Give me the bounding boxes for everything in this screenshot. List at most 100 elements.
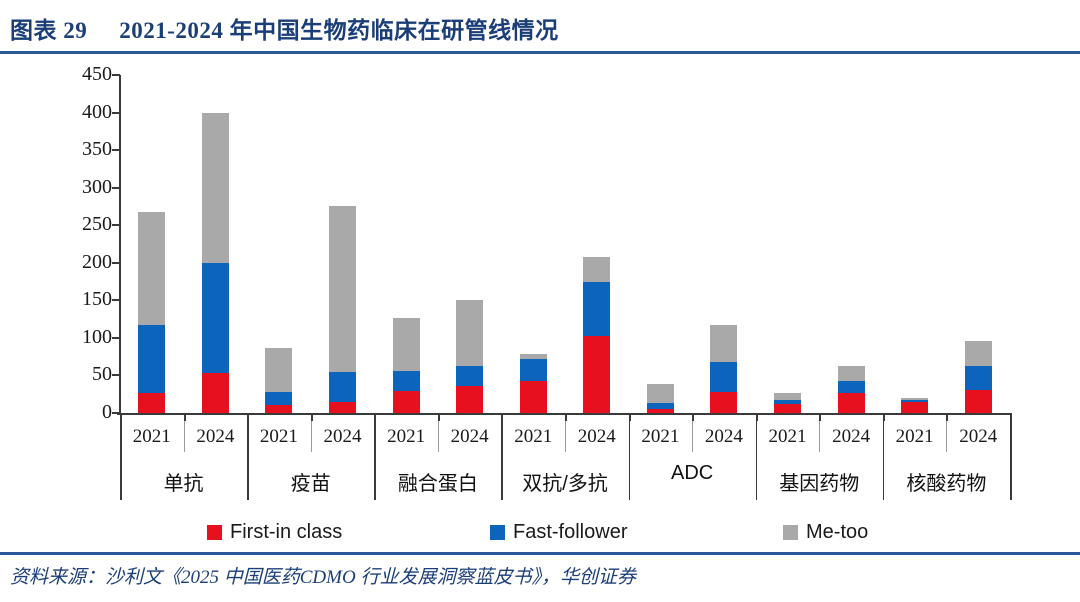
bar-segment-me-too [265,347,293,392]
bar-segment-fast-follower [837,380,865,393]
x-axis-tickmark [692,413,695,421]
y-axis-tick-label: 250 [82,213,112,236]
bar-segment-fast-follower [265,391,293,405]
legend-swatch-icon [490,524,505,540]
bar-segment-first-in-class [329,402,356,413]
x-axis-tickmark [628,413,631,421]
x-axis-year-label: 2021 [259,426,298,447]
bar-segment-first-in-class [583,335,611,413]
x-axis-tickmark [120,413,122,421]
bar-segment-me-too [392,318,420,371]
group-separator [755,413,758,500]
x-axis-year-label: 2021 [132,426,171,447]
bar-segment-me-too [329,206,356,372]
bar-segment-me-too [646,384,674,404]
bar-segment-fast-follower [519,358,547,382]
bar-segment-me-too [774,392,801,401]
year-separator [819,415,821,452]
x-axis-category-label: 疫苗 [290,473,331,495]
bar-segment-first-in-class [774,403,801,413]
year-separator [946,415,948,452]
y-axis-tick-label: 50 [92,363,112,386]
x-axis-tickmark [882,413,885,421]
bar-segment-fast-follower [901,400,929,403]
bar-segment-fast-follower [774,400,801,404]
figure-header: 图表 29 2021-2024 年中国生物药临床在研管线情况 [10,12,559,44]
group-separator [1010,413,1012,500]
year-separator [437,415,439,452]
group-separator [882,413,885,500]
title-rule [0,51,1080,54]
bar-segment-me-too [901,397,929,401]
source-note: 资料来源：沙利文《2025 中国医药CDMO 行业发展洞察蓝皮书》，华创证券 [10,567,636,588]
y-axis-tickmark [112,299,120,302]
x-axis-category-label: 双抗/多抗 [522,473,608,495]
bar-segment-first-in-class [265,404,293,413]
x-axis-year-label: 2021 [387,426,426,447]
y-axis-tickmark [112,111,120,114]
figure-number-label: 图表 29 [10,18,88,43]
y-axis-tickmark [112,186,120,189]
x-axis-tickmark [755,413,758,421]
x-axis-tickmark [183,413,186,421]
x-axis-tickmark [437,413,440,421]
year-separator [183,415,185,452]
x-axis-category-label: 基因药物 [779,473,860,495]
x-axis-year-label: 2021 [895,426,934,447]
bar-segment-first-in-class [710,391,738,413]
bar-segment-fast-follower [456,366,484,386]
group-separator [501,413,503,500]
legend-swatch-icon [783,524,798,540]
x-axis-year-label: 2024 [323,426,362,447]
bar-segment-fast-follower [392,370,420,392]
x-axis-tickmark [946,413,949,421]
legend-label: First-in class [230,520,343,543]
bar-segment-fast-follower [329,371,356,403]
bar-segment-me-too [837,365,865,381]
bar-segment-me-too [710,325,738,362]
bar-segment-first-in-class [201,373,229,413]
x-axis-tickmark [819,413,822,421]
bar-segment-first-in-class [392,391,420,413]
x-axis-tickmark [565,413,567,421]
y-axis-tick-label: 400 [82,100,112,123]
bar-segment-fast-follower [710,361,738,392]
x-axis-category-label: 单抗 [163,473,204,495]
x-axis-year-label: 2024 [704,426,743,447]
group-separator [374,413,376,500]
y-axis-tickmark [112,261,120,264]
y-axis-tick-label: 150 [82,288,112,311]
legend-label: Fast-follower [513,520,628,543]
bar-segment-fast-follower [201,262,229,374]
x-axis-year-label: 2024 [832,426,871,447]
y-axis-tick-label: 350 [82,138,112,161]
x-axis-year-label: 2021 [768,426,807,447]
year-separator [565,415,566,452]
legend-swatch-icon [207,524,222,540]
bar-segment-me-too [201,112,229,263]
figure-title: 2021-2024 年中国生物药临床在研管线情况 [119,18,559,43]
group-separator [247,413,249,500]
x-axis-tickmark [1010,413,1012,421]
bar-segment-fast-follower [583,281,611,336]
bar-segment-me-too [583,256,611,282]
footer-rule [0,552,1080,555]
x-axis-line [117,413,1012,415]
legend-item-first-in-class: First-in class [207,521,342,543]
bar-segment-fast-follower [964,365,992,391]
bar-segment-me-too [519,353,547,359]
y-axis-tick-label: 200 [82,250,112,273]
bar-segment-me-too [138,212,166,326]
bar-segment-first-in-class [456,385,484,413]
x-axis-tickmark [501,413,504,421]
group-separator [120,413,122,500]
bar-segment-first-in-class [519,381,547,413]
y-axis-tickmark [112,224,120,227]
y-axis-tickmark [112,412,120,414]
year-separator [310,415,312,452]
y-axis-tick-label: 0 [102,401,112,423]
chart-legend: First-in class Fast-follower Me-too [0,521,1080,545]
y-axis-line [119,75,121,413]
